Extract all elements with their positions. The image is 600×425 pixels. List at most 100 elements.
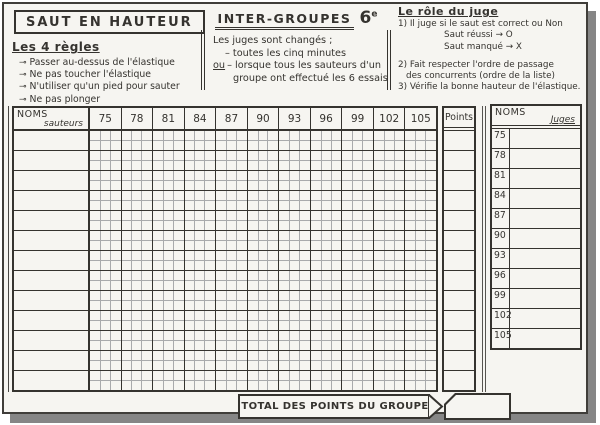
attempt-cell xyxy=(247,151,280,170)
scanned-score-sheet: SAUT EN HAUTEUR Les 4 règles ⊸ Passer au-… xyxy=(2,2,588,420)
attempt-cell xyxy=(184,311,217,330)
jumper-row xyxy=(14,331,437,351)
jumper-row xyxy=(14,151,437,171)
judge-success-note: Saut réussi → O xyxy=(444,30,513,41)
attempt-cell-group xyxy=(90,271,437,290)
judges-table-header: NOMS Juges xyxy=(492,106,580,129)
attempt-cell xyxy=(216,191,248,210)
jumper-row xyxy=(14,351,437,371)
noms-label: NOMS xyxy=(17,109,48,120)
attempt-cell xyxy=(342,151,374,170)
attempt-cell xyxy=(121,251,154,270)
points-cell xyxy=(444,151,474,171)
attempt-cell xyxy=(405,171,437,190)
attempt-cell-group xyxy=(90,291,437,310)
total-points-value-box xyxy=(444,393,511,420)
judge-name-cell xyxy=(510,149,580,168)
points-cell xyxy=(444,251,474,271)
attempt-cell xyxy=(373,131,406,150)
attempt-cell xyxy=(279,351,311,370)
attempt-cell xyxy=(90,191,122,210)
jumper-name-cell xyxy=(14,191,90,210)
attempt-cell xyxy=(121,211,154,230)
attempt-cell-group xyxy=(90,151,437,170)
rule-text: Passer au-dessus de l'élastique xyxy=(29,57,175,68)
groups-title: INTER-GROUPES 6e xyxy=(201,8,391,30)
judge-name-cell xyxy=(510,249,580,268)
judges-rows: 75 78 81 84 87 90 93 96 99 102 105 xyxy=(492,129,580,348)
rule-text: Ne pas toucher l'élastique xyxy=(29,69,152,81)
attempt-cell xyxy=(90,151,122,170)
attempt-cell xyxy=(310,151,343,170)
attempt-cell xyxy=(373,191,406,210)
jumper-row xyxy=(14,191,437,211)
attempt-cell xyxy=(184,151,217,170)
jumper-row xyxy=(14,291,437,311)
attempt-cell xyxy=(90,351,122,370)
judge-role-item-1: 1) Il juge si le saut est correct ou Non xyxy=(398,19,563,30)
attempt-cell xyxy=(216,171,248,190)
attempt-cell xyxy=(184,171,217,190)
points-cell xyxy=(444,291,474,311)
jumpers-corner-cell: NOMS sauteurs xyxy=(14,108,90,129)
attempt-cell xyxy=(405,251,437,270)
attempt-cell xyxy=(121,151,154,170)
attempt-cell xyxy=(405,191,437,210)
attempt-cell xyxy=(405,311,437,330)
attempt-cell xyxy=(405,211,437,230)
attempt-cell xyxy=(310,291,343,310)
points-cell xyxy=(444,311,474,331)
attempt-cell xyxy=(342,311,374,330)
attempt-cell xyxy=(373,231,406,250)
attempt-cell xyxy=(279,191,311,210)
rule-text: N'utiliser qu'un pied pour sauter xyxy=(29,81,180,93)
judges-table: NOMS Juges 75 78 81 84 87 90 93 96 99 102 105 xyxy=(490,104,582,350)
arrow-bullet-icon: ⊸ xyxy=(19,94,27,105)
judge-row: 93 xyxy=(492,249,580,269)
attempt-cell xyxy=(342,291,374,310)
judge-row: 87 xyxy=(492,209,580,229)
attempt-cell xyxy=(184,371,217,390)
attempt-cell xyxy=(121,171,154,190)
rules-section: Les 4 règles ⊸ Passer au-dessus de l'élas… xyxy=(12,40,198,106)
jumper-row xyxy=(14,251,437,271)
attempt-cell xyxy=(279,331,311,350)
jumper-name-cell xyxy=(14,371,90,390)
attempt-cell xyxy=(405,291,437,310)
points-column: Points xyxy=(442,106,476,392)
attempt-cell-group xyxy=(90,351,437,370)
rotation-intro: Les juges sont changés ; xyxy=(213,35,333,46)
judge-name-cell xyxy=(510,129,580,148)
attempt-cell xyxy=(342,271,374,290)
jumper-name-cell xyxy=(14,131,90,150)
jumpers-table-header: NOMS sauteurs 75 78 81 84 87 90 93 96 99 102 105 xyxy=(14,108,436,131)
attempt-cell xyxy=(121,191,154,210)
attempt-cell xyxy=(216,291,248,310)
jumper-name-cell xyxy=(14,351,90,370)
judge-row: 99 xyxy=(492,289,580,309)
attempt-cell xyxy=(90,171,122,190)
attempt-cell xyxy=(342,231,374,250)
judge-height-label: 96 xyxy=(492,269,510,288)
attempt-cell xyxy=(405,231,437,250)
attempt-cell xyxy=(153,251,185,270)
rule-item: ⊸ Passer au-dessus de l'élastique xyxy=(12,57,198,69)
attempt-cell xyxy=(216,251,248,270)
attempt-cell xyxy=(121,351,154,370)
attempt-cell xyxy=(121,371,154,390)
attempt-cell xyxy=(121,231,154,250)
points-cell xyxy=(444,131,474,151)
judge-role-item-3: 3) Vérifie la bonne hauteur de l'élastiq… xyxy=(398,82,581,93)
height-header-cell: 75 xyxy=(90,108,122,129)
groups-title-text: INTER-GROUPES xyxy=(214,11,355,30)
judge-height-label: 93 xyxy=(492,249,510,268)
jumper-row xyxy=(14,211,437,231)
attempt-cell xyxy=(405,131,437,150)
attempt-cell xyxy=(373,251,406,270)
attempt-cell xyxy=(153,271,185,290)
jumper-row xyxy=(14,231,437,251)
attempt-cell xyxy=(342,331,374,350)
attempt-cell xyxy=(405,151,437,170)
attempt-cell xyxy=(90,211,122,230)
attempt-cell xyxy=(310,351,343,370)
